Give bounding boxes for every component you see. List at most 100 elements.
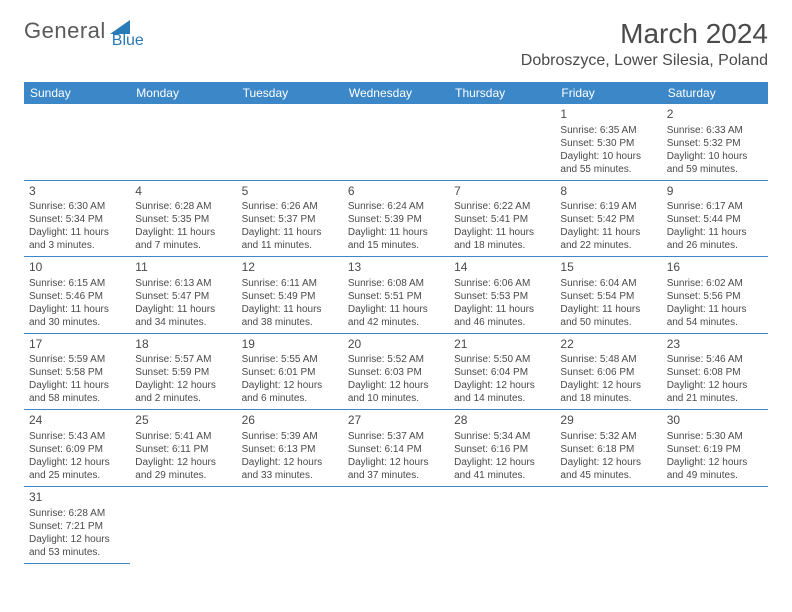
day-cell: 5Sunrise: 6:26 AMSunset: 5:37 PMDaylight… bbox=[237, 180, 343, 257]
day-cell: 14Sunrise: 6:06 AMSunset: 5:53 PMDayligh… bbox=[449, 257, 555, 334]
empty-cell bbox=[343, 104, 449, 180]
sunset-text: Sunset: 5:30 PM bbox=[560, 137, 656, 150]
sunrise-text: Sunrise: 5:52 AM bbox=[348, 353, 444, 366]
daylight-text: Daylight: 11 hours bbox=[29, 226, 125, 239]
sunrise-text: Sunrise: 5:32 AM bbox=[560, 430, 656, 443]
day-number: 31 bbox=[29, 490, 125, 506]
sunrise-text: Sunrise: 5:46 AM bbox=[667, 353, 763, 366]
sunset-text: Sunset: 5:39 PM bbox=[348, 213, 444, 226]
day-number: 27 bbox=[348, 413, 444, 429]
daylight-text: Daylight: 12 hours bbox=[135, 379, 231, 392]
daylight-text: and 59 minutes. bbox=[667, 163, 763, 176]
daylight-text: and 33 minutes. bbox=[242, 469, 338, 482]
sunrise-text: Sunrise: 5:50 AM bbox=[454, 353, 550, 366]
daylight-text: Daylight: 11 hours bbox=[560, 226, 656, 239]
sunrise-text: Sunrise: 6:04 AM bbox=[560, 277, 656, 290]
day-cell: 29Sunrise: 5:32 AMSunset: 6:18 PMDayligh… bbox=[555, 410, 661, 487]
daylight-text: and 37 minutes. bbox=[348, 469, 444, 482]
sunrise-text: Sunrise: 6:30 AM bbox=[29, 200, 125, 213]
empty-cell bbox=[449, 486, 555, 563]
daylight-text: and 30 minutes. bbox=[29, 316, 125, 329]
sunset-text: Sunset: 5:41 PM bbox=[454, 213, 550, 226]
daylight-text: Daylight: 12 hours bbox=[29, 533, 125, 546]
day-cell: 16Sunrise: 6:02 AMSunset: 5:56 PMDayligh… bbox=[662, 257, 768, 334]
sunrise-text: Sunrise: 6:22 AM bbox=[454, 200, 550, 213]
sunrise-text: Sunrise: 5:48 AM bbox=[560, 353, 656, 366]
daylight-text: and 14 minutes. bbox=[454, 392, 550, 405]
day-cell: 7Sunrise: 6:22 AMSunset: 5:41 PMDaylight… bbox=[449, 180, 555, 257]
daylight-text: Daylight: 11 hours bbox=[667, 226, 763, 239]
sunset-text: Sunset: 5:46 PM bbox=[29, 290, 125, 303]
daylight-text: Daylight: 11 hours bbox=[29, 303, 125, 316]
empty-cell bbox=[237, 486, 343, 563]
sunset-text: Sunset: 5:47 PM bbox=[135, 290, 231, 303]
daylight-text: Daylight: 11 hours bbox=[667, 303, 763, 316]
day-number: 30 bbox=[667, 413, 763, 429]
daylight-text: Daylight: 10 hours bbox=[667, 150, 763, 163]
day-cell: 31Sunrise: 6:28 AMSunset: 7:21 PMDayligh… bbox=[24, 486, 130, 563]
day-number: 12 bbox=[242, 260, 338, 276]
daylight-text: and 34 minutes. bbox=[135, 316, 231, 329]
day-cell: 6Sunrise: 6:24 AMSunset: 5:39 PMDaylight… bbox=[343, 180, 449, 257]
daylight-text: and 15 minutes. bbox=[348, 239, 444, 252]
day-number: 22 bbox=[560, 337, 656, 353]
day-cell: 21Sunrise: 5:50 AMSunset: 6:04 PMDayligh… bbox=[449, 333, 555, 410]
sunset-text: Sunset: 6:11 PM bbox=[135, 443, 231, 456]
day-number: 28 bbox=[454, 413, 550, 429]
daylight-text: and 3 minutes. bbox=[29, 239, 125, 252]
empty-cell bbox=[343, 486, 449, 563]
day-number: 23 bbox=[667, 337, 763, 353]
sunset-text: Sunset: 5:42 PM bbox=[560, 213, 656, 226]
daylight-text: and 18 minutes. bbox=[560, 392, 656, 405]
day-number: 10 bbox=[29, 260, 125, 276]
weekday-header: Saturday bbox=[662, 82, 768, 104]
daylight-text: and 6 minutes. bbox=[242, 392, 338, 405]
day-number: 17 bbox=[29, 337, 125, 353]
daylight-text: and 29 minutes. bbox=[135, 469, 231, 482]
day-cell: 12Sunrise: 6:11 AMSunset: 5:49 PMDayligh… bbox=[237, 257, 343, 334]
daylight-text: Daylight: 11 hours bbox=[348, 226, 444, 239]
day-number: 16 bbox=[667, 260, 763, 276]
sunset-text: Sunset: 6:14 PM bbox=[348, 443, 444, 456]
sunrise-text: Sunrise: 6:26 AM bbox=[242, 200, 338, 213]
calendar-row: 10Sunrise: 6:15 AMSunset: 5:46 PMDayligh… bbox=[24, 257, 768, 334]
daylight-text: Daylight: 11 hours bbox=[29, 379, 125, 392]
daylight-text: Daylight: 12 hours bbox=[454, 379, 550, 392]
daylight-text: and 54 minutes. bbox=[667, 316, 763, 329]
day-number: 15 bbox=[560, 260, 656, 276]
weekday-header-row: Sunday Monday Tuesday Wednesday Thursday… bbox=[24, 82, 768, 104]
sunrise-text: Sunrise: 5:30 AM bbox=[667, 430, 763, 443]
day-number: 2 bbox=[667, 107, 763, 123]
day-number: 29 bbox=[560, 413, 656, 429]
sunset-text: Sunset: 5:37 PM bbox=[242, 213, 338, 226]
day-number: 26 bbox=[242, 413, 338, 429]
calendar-row: 3Sunrise: 6:30 AMSunset: 5:34 PMDaylight… bbox=[24, 180, 768, 257]
sunset-text: Sunset: 5:32 PM bbox=[667, 137, 763, 150]
day-number: 3 bbox=[29, 184, 125, 200]
calendar-table: Sunday Monday Tuesday Wednesday Thursday… bbox=[24, 82, 768, 564]
day-number: 24 bbox=[29, 413, 125, 429]
daylight-text: Daylight: 12 hours bbox=[29, 456, 125, 469]
daylight-text: Daylight: 12 hours bbox=[560, 379, 656, 392]
day-cell: 26Sunrise: 5:39 AMSunset: 6:13 PMDayligh… bbox=[237, 410, 343, 487]
sunrise-text: Sunrise: 6:13 AM bbox=[135, 277, 231, 290]
sunrise-text: Sunrise: 6:15 AM bbox=[29, 277, 125, 290]
day-cell: 25Sunrise: 5:41 AMSunset: 6:11 PMDayligh… bbox=[130, 410, 236, 487]
sunset-text: Sunset: 6:08 PM bbox=[667, 366, 763, 379]
daylight-text: Daylight: 11 hours bbox=[348, 303, 444, 316]
sunset-text: Sunset: 5:58 PM bbox=[29, 366, 125, 379]
day-number: 19 bbox=[242, 337, 338, 353]
location-text: Dobroszyce, Lower Silesia, Poland bbox=[521, 52, 768, 70]
daylight-text: Daylight: 12 hours bbox=[560, 456, 656, 469]
sunrise-text: Sunrise: 5:55 AM bbox=[242, 353, 338, 366]
day-number: 18 bbox=[135, 337, 231, 353]
sunset-text: Sunset: 5:53 PM bbox=[454, 290, 550, 303]
day-cell: 1Sunrise: 6:35 AMSunset: 5:30 PMDaylight… bbox=[555, 104, 661, 180]
sunset-text: Sunset: 6:13 PM bbox=[242, 443, 338, 456]
sunrise-text: Sunrise: 6:08 AM bbox=[348, 277, 444, 290]
day-number: 4 bbox=[135, 184, 231, 200]
sunrise-text: Sunrise: 5:41 AM bbox=[135, 430, 231, 443]
sunrise-text: Sunrise: 5:59 AM bbox=[29, 353, 125, 366]
daylight-text: and 18 minutes. bbox=[454, 239, 550, 252]
weekday-header: Sunday bbox=[24, 82, 130, 104]
